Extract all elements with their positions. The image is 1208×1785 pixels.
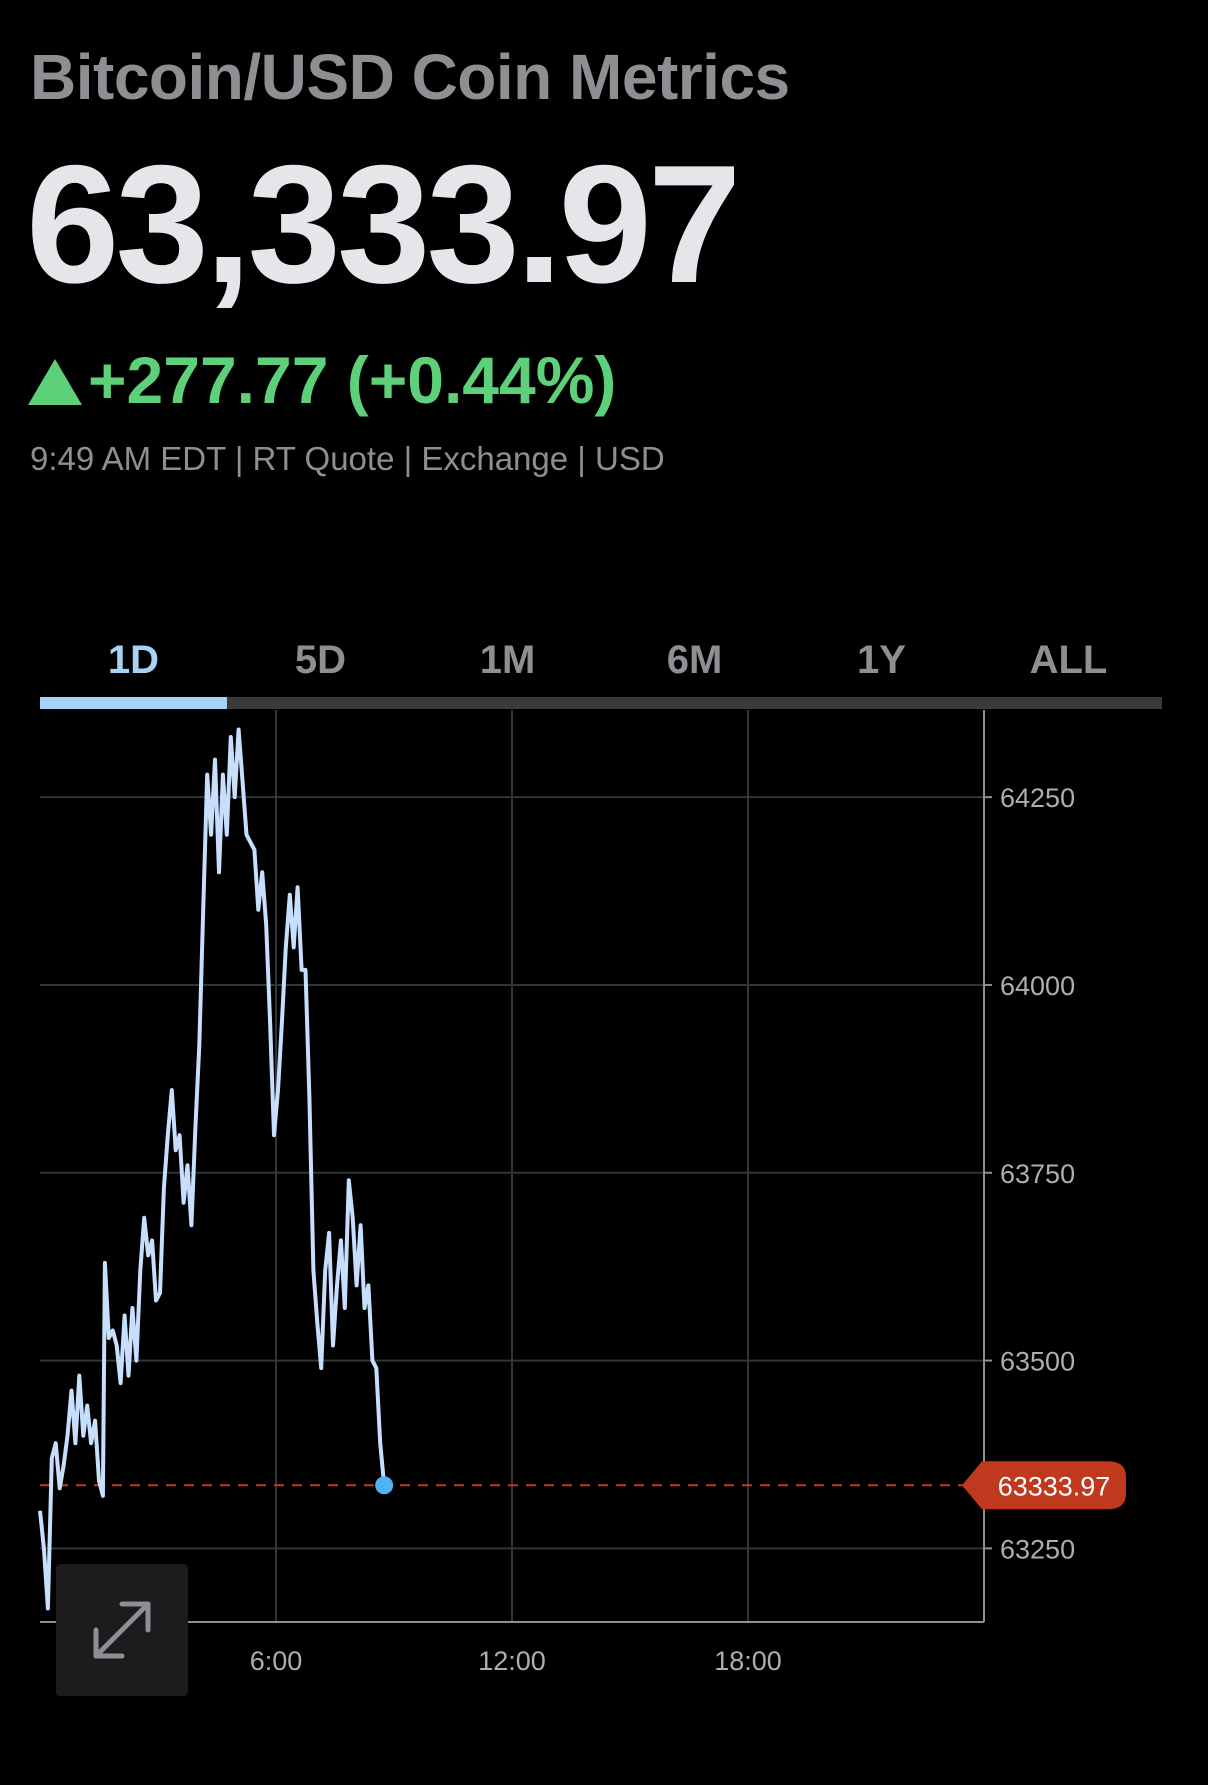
tab-track: [40, 697, 1162, 709]
y-tick-label: 64000: [1000, 971, 1075, 1001]
y-tick-label: 63250: [1000, 1534, 1075, 1564]
up-triangle-icon: [28, 359, 82, 405]
expand-chart-button[interactable]: [56, 1564, 188, 1696]
tab-all[interactable]: ALL: [1029, 638, 1108, 682]
price-change: +277.77 (+0.44%): [28, 342, 616, 418]
x-tick-label: 12:00: [478, 1646, 546, 1676]
range-tabs: 1D 5D 1M 6M 1Y ALL: [40, 630, 1162, 690]
page-title: Bitcoin/USD Coin Metrics: [30, 41, 790, 113]
y-tick-label: 64250: [1000, 783, 1075, 813]
price-change-value: +277.77 (+0.44%): [88, 343, 617, 417]
expand-arrows-icon: [93, 1601, 151, 1659]
tab-6m[interactable]: 6M: [666, 638, 723, 682]
current-price-badge-label: 63333.97: [998, 1471, 1111, 1501]
tab-1m[interactable]: 1M: [479, 638, 536, 682]
x-tick-label: 18:00: [714, 1646, 782, 1676]
tab-active-indicator: [40, 697, 227, 709]
price-series-line: [38, 727, 387, 1611]
y-tick-label: 63500: [1000, 1347, 1075, 1377]
x-tick-label: 6:00: [250, 1646, 303, 1676]
tab-1y[interactable]: 1Y: [857, 638, 906, 682]
tab-1d[interactable]: 1D: [107, 638, 160, 682]
current-price-badge: [962, 1461, 1126, 1510]
current-price: 63,333.97: [26, 130, 741, 318]
quote-meta: 9:49 AM EDT | RT Quote | Exchange | USD: [30, 440, 665, 477]
last-price-marker: [375, 1476, 394, 1495]
y-tick-label: 63750: [1000, 1159, 1075, 1189]
tab-5d[interactable]: 5D: [294, 638, 347, 682]
